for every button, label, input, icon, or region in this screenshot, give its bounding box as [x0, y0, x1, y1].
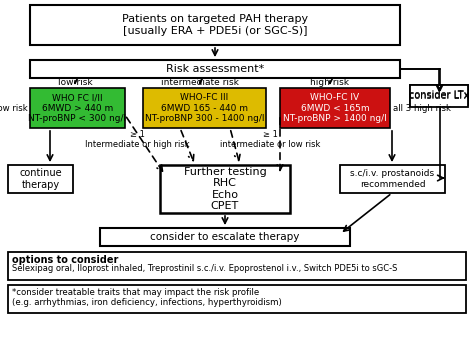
- Bar: [30, 5, 400, 45]
- Text: *consider treatable traits that may impact the risk profile
(e.g. arrhythmias, i: *consider treatable traits that may impa…: [12, 288, 282, 307]
- Bar: [30, 88, 125, 128]
- Text: ≥ 1
Intermediate or high risk: ≥ 1 Intermediate or high risk: [85, 130, 189, 150]
- Bar: [8, 285, 466, 313]
- Bar: [410, 85, 468, 107]
- Text: intermediate risk: intermediate risk: [161, 78, 239, 87]
- Text: consider LTx: consider LTx: [409, 91, 469, 101]
- Text: consider LTx: consider LTx: [409, 90, 469, 100]
- Bar: [340, 165, 445, 193]
- Text: all 3 low risk: all 3 low risk: [0, 103, 28, 112]
- Bar: [143, 88, 266, 128]
- Bar: [30, 60, 400, 78]
- Text: low risk: low risk: [58, 78, 92, 87]
- Text: all 3 high risk: all 3 high risk: [393, 103, 451, 112]
- Text: s.c/i.v. prostanoids
recommended: s.c/i.v. prostanoids recommended: [350, 169, 435, 189]
- Text: consider to escalate therapy: consider to escalate therapy: [150, 232, 300, 242]
- Bar: [280, 88, 390, 128]
- Text: options to consider: options to consider: [12, 255, 118, 265]
- Text: continue
therapy: continue therapy: [19, 168, 62, 190]
- Text: WHO-FC III
6MWD 165 - 440 m
NT-proBNP 300 - 1400 ng/l: WHO-FC III 6MWD 165 - 440 m NT-proBNP 30…: [145, 93, 264, 123]
- Text: WHO-FC IV
6MWD < 165m
NT-proBNP > 1400 ng/l: WHO-FC IV 6MWD < 165m NT-proBNP > 1400 n…: [283, 93, 387, 123]
- Text: ≥ 1
intermediate or low risk: ≥ 1 intermediate or low risk: [220, 130, 320, 150]
- Text: WHO FC I/II
6MWD > 440 m
NT-proBNP < 300 ng/l: WHO FC I/II 6MWD > 440 m NT-proBNP < 300…: [28, 93, 127, 123]
- Text: Patients on targeted PAH therapy
[usually ERA + PDE5i (or SGC-S)]: Patients on targeted PAH therapy [usuall…: [122, 14, 308, 36]
- Text: Further testing
RHC
Echo
CPET: Further testing RHC Echo CPET: [183, 167, 266, 211]
- Text: Risk assessment*: Risk assessment*: [166, 64, 264, 74]
- Bar: [160, 165, 290, 213]
- Bar: [8, 252, 466, 280]
- Bar: [100, 228, 350, 246]
- Bar: [410, 85, 468, 105]
- Text: high risk: high risk: [310, 78, 349, 87]
- Text: Selexipag oral, Iloprost inhaled, Treprostinil s.c./i.v. Epoprostenol i.v., Swit: Selexipag oral, Iloprost inhaled, Trepro…: [12, 264, 397, 273]
- Bar: [8, 165, 73, 193]
